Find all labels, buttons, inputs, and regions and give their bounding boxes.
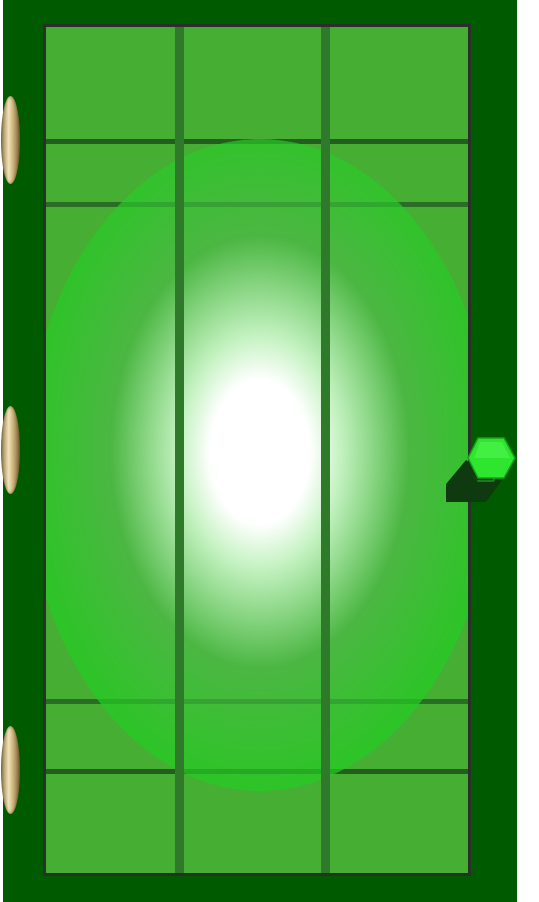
muntin-horizontal-1 xyxy=(46,139,468,144)
muntin-horizontal-4 xyxy=(46,769,468,774)
hinge-icon xyxy=(1,96,20,184)
hexagon-knob-icon[interactable] xyxy=(444,436,518,506)
hinge-icon xyxy=(1,406,20,494)
door-handle[interactable] xyxy=(444,436,518,506)
knob-highlight xyxy=(474,442,510,458)
light-glow xyxy=(46,139,468,791)
muntin-vertical-2 xyxy=(321,27,330,873)
knob-shadow xyxy=(446,460,502,502)
hinge-icon xyxy=(1,726,20,814)
muntin-horizontal-2 xyxy=(46,202,468,207)
muntin-horizontal-3 xyxy=(46,699,468,704)
muntin-vertical-1 xyxy=(175,27,184,873)
door-glass-panel xyxy=(43,24,471,876)
